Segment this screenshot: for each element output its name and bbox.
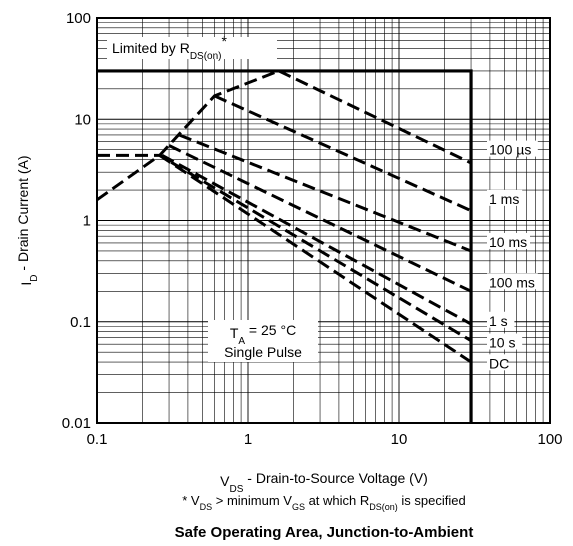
curve-label-background xyxy=(487,140,538,157)
curve-label-background xyxy=(487,354,507,371)
curve-label: 100 ms xyxy=(489,274,535,290)
x-tick-label: 10 xyxy=(391,431,408,448)
series-line-10-s xyxy=(97,153,472,342)
soa-boundary-line xyxy=(97,69,473,423)
series-line-1-s xyxy=(161,154,472,326)
limit-annotation-background xyxy=(107,37,277,59)
y-tick-label: 100 xyxy=(66,10,91,27)
y-tick-label: 0.1 xyxy=(70,314,91,331)
curve-label: 1 s xyxy=(489,313,508,329)
chart-title: Safe Operating Area, Junction-to-Ambient xyxy=(175,524,474,541)
curve-label: 10 ms xyxy=(489,234,527,250)
x-tick-label: 0.1 xyxy=(87,431,108,448)
curve-label: 10 s xyxy=(489,334,515,350)
rdson-limit-line xyxy=(96,69,280,202)
curve-label: DC xyxy=(489,355,509,371)
conditions-line-1: TA = 25 °C xyxy=(230,322,296,347)
x-tick-label: 100 xyxy=(537,431,562,448)
y-axis-title: ID - Drain Current (A) xyxy=(15,155,40,285)
curve-label-background xyxy=(487,189,523,206)
curve-label-background xyxy=(487,311,515,328)
curve-label-background xyxy=(487,273,538,290)
conditions-line-2: Single Pulse xyxy=(224,344,302,360)
plot-curves xyxy=(96,69,473,423)
limit-annotation: Limited by RDS(on)* xyxy=(112,33,228,62)
curve-label: 1 ms xyxy=(489,191,519,207)
series-line-10-ms xyxy=(178,133,472,253)
y-tick-label: 10 xyxy=(74,111,91,128)
series-line-dc xyxy=(158,154,472,364)
series-line-100-s xyxy=(278,69,472,165)
plot-frame xyxy=(96,17,551,424)
x-tick-label: 1 xyxy=(244,431,252,448)
series-line-1-ms xyxy=(213,94,472,213)
curve-label: 100 µs xyxy=(489,142,531,158)
curve-label-background xyxy=(487,232,530,249)
curve-label-background xyxy=(487,333,523,350)
x-axis-title: VDS - Drain-to-Source Voltage (V) xyxy=(220,470,428,495)
y-tick-label: 1 xyxy=(83,213,91,230)
y-tick-label: 0.01 xyxy=(62,415,91,432)
conditions-annotation-background xyxy=(208,320,318,362)
footnote: * VDS > minimum VGS at which RDS(on) is … xyxy=(182,493,465,512)
